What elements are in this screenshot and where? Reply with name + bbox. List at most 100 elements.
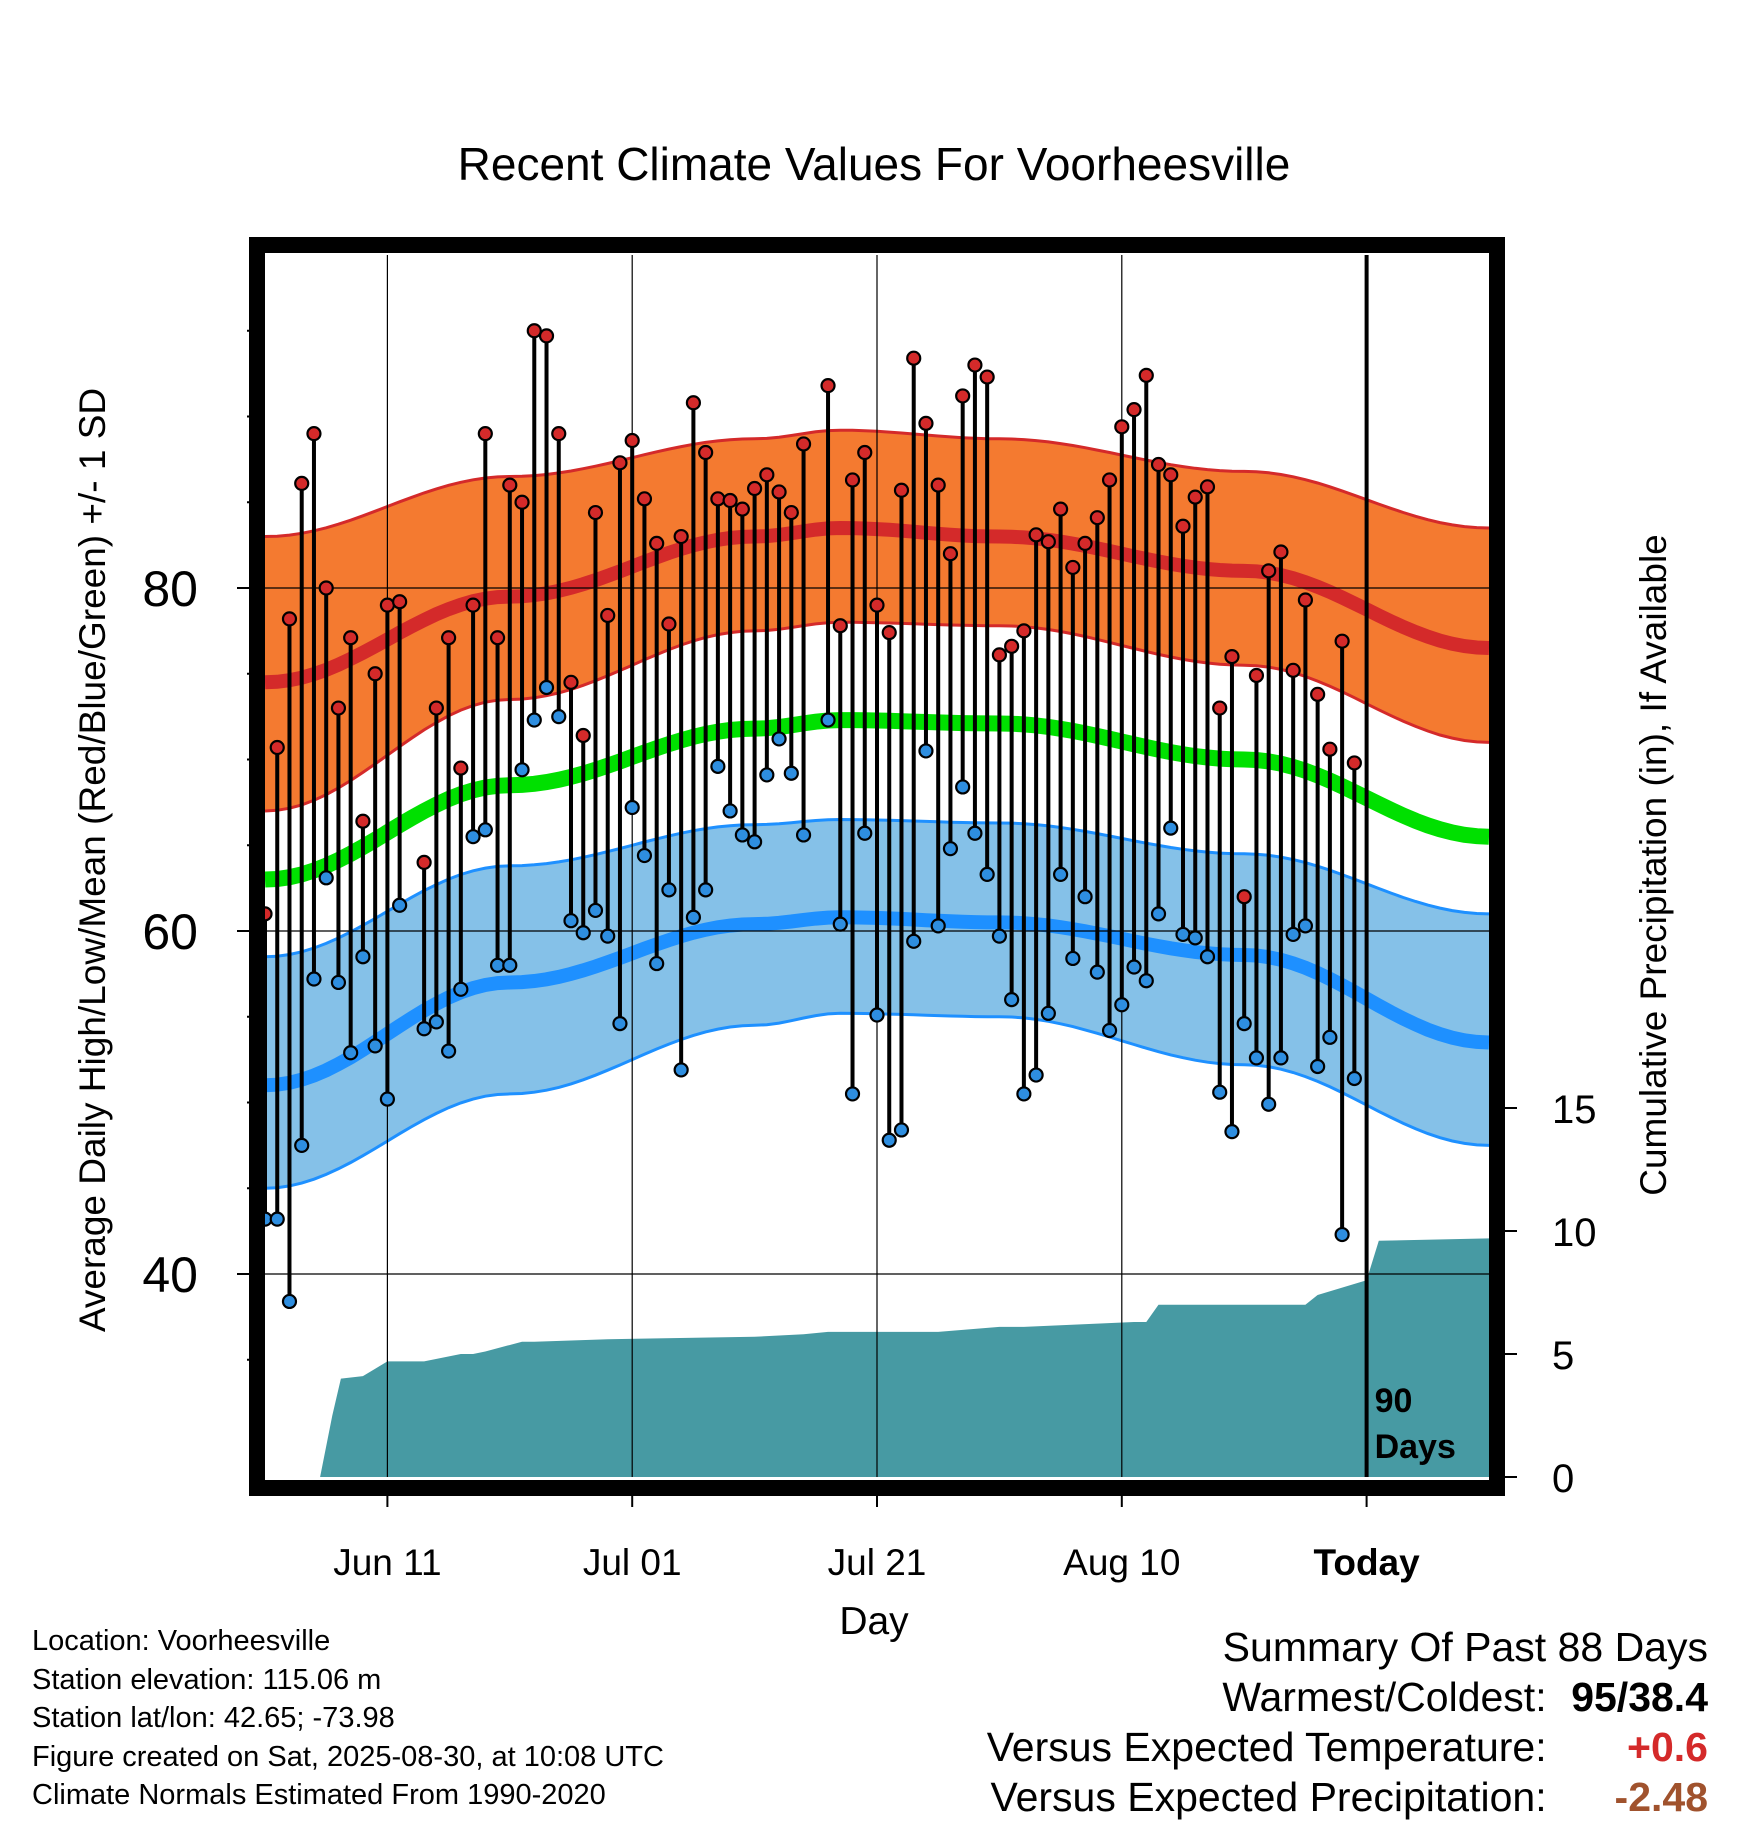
daily-low-point (844, 1086, 861, 1102)
daily-high-point (881, 624, 897, 641)
daily-low-point (1150, 906, 1167, 922)
daily-high-point (906, 350, 922, 366)
daily-low-point (991, 928, 1008, 944)
daily-high-point (844, 472, 861, 488)
daily-high-point (441, 630, 457, 646)
daily-low-point (1297, 918, 1314, 934)
daily-low-point (685, 909, 702, 925)
daily-high-point (918, 415, 934, 431)
daily-high-point (673, 528, 689, 545)
created-text: Figure created on Sat, 2025-08-30, at 10… (32, 1740, 664, 1773)
daily-high-point (1224, 648, 1240, 665)
daily-high-point (453, 760, 469, 776)
daily-low-point (1346, 1070, 1362, 1087)
warm-cold-value: 95/38.4 (1571, 1674, 1708, 1720)
daily-high-point (1334, 633, 1350, 649)
daily-high-point (795, 436, 812, 452)
latlon-text: Station lat/lon: 42.65; -73.98 (32, 1702, 395, 1734)
daily-low-point (1322, 1029, 1338, 1045)
x-tick-label: Jul 01 (583, 1542, 682, 1583)
daily-low-point (881, 1132, 897, 1148)
daily-high-point (1114, 419, 1130, 435)
elevation-text: Station elevation: 115.06 m (32, 1663, 382, 1696)
daily-high-point (771, 484, 787, 500)
daily-low-point (379, 1091, 395, 1107)
left-tick-label: 60 (142, 904, 198, 960)
daily-low-point (330, 974, 347, 991)
daily-low-point (428, 1014, 444, 1030)
daily-high-point (1273, 544, 1289, 560)
daily-high-point (355, 813, 371, 829)
daily-low-point (918, 743, 934, 759)
daily-high-point (955, 388, 971, 404)
daily-low-point (538, 679, 555, 696)
daily-low-point (1052, 866, 1069, 883)
daily-high-point (379, 597, 395, 613)
precip-deviation-value: -2.48 (1614, 1774, 1708, 1820)
daily-high-point (1175, 518, 1191, 534)
daily-high-point (1150, 456, 1167, 473)
daily-low-point (392, 897, 408, 913)
daily-high-point (820, 378, 836, 394)
today-label-number: 90 (1375, 1382, 1413, 1420)
daily-high-point (367, 666, 383, 682)
daily-low-point (1199, 949, 1216, 965)
plot-frame (249, 237, 1505, 1496)
daily-high-point (1163, 467, 1179, 483)
daily-high-point (1004, 638, 1020, 654)
temp-deviation-value: +0.6 (1627, 1724, 1708, 1770)
daily-high-point (942, 546, 959, 562)
daily-low-point (1040, 1005, 1056, 1021)
daily-low-point (489, 957, 506, 973)
station-info: Location: Voorheesville Station elevatio… (32, 1622, 664, 1815)
x-tick-label: Jun 11 (333, 1542, 441, 1583)
daily-low-point (673, 1062, 689, 1078)
daily-low-point (746, 834, 763, 850)
daily-low-point (575, 925, 591, 941)
x-tick-label: Aug 10 (1063, 1542, 1180, 1583)
daily-low-point (1273, 1050, 1289, 1066)
daily-low-point (820, 712, 836, 728)
daily-high-point (563, 674, 579, 690)
daily-high-point (343, 630, 359, 646)
daily-high-point (832, 618, 848, 634)
daily-low-point (1114, 997, 1130, 1013)
summary-panel: Summary Of Past 88 Days Warmest/Coldest:… (987, 1622, 1708, 1822)
right-tick-label: 5 (1552, 1334, 1574, 1378)
daily-high-point (1199, 479, 1216, 495)
daily-high-point (1016, 623, 1032, 639)
daily-high-point (759, 467, 775, 483)
daily-high-point (1346, 755, 1362, 771)
daily-low-point (1248, 1050, 1265, 1066)
normals-text: Climate Normals Estimated From 1990-2020 (32, 1779, 606, 1811)
daily-low-point (587, 902, 604, 919)
daily-low-point (269, 1211, 285, 1227)
daily-low-point (1126, 959, 1142, 975)
daily-low-point (710, 758, 726, 774)
daily-high-point (991, 647, 1008, 663)
daily-low-point (857, 825, 873, 841)
daily-high-point (538, 328, 555, 344)
daily-low-point (942, 841, 959, 857)
daily-low-point (930, 918, 946, 934)
daily-low-point (1212, 1084, 1228, 1100)
daily-low-point (465, 829, 481, 845)
daily-low-point (514, 762, 530, 778)
summary-heading: Summary Of Past 88 Days (1222, 1624, 1708, 1670)
daily-low-point (759, 767, 775, 783)
daily-low-point (624, 799, 640, 816)
daily-high-point (685, 395, 702, 411)
daily-low-point (869, 1007, 885, 1023)
location-text: Location: Voorheesville (32, 1625, 331, 1657)
daily-low-point (1004, 991, 1020, 1008)
right-tick-label: 0 (1552, 1457, 1574, 1501)
daily-low-point (636, 847, 653, 864)
daily-high-point (502, 477, 518, 493)
daily-high-point (514, 494, 530, 510)
left-tick-label: 80 (142, 561, 198, 617)
daily-high-point (465, 597, 481, 613)
daily-high-point (294, 475, 310, 491)
daily-high-point (722, 492, 738, 509)
warm-cold-label: Warmest/Coldest: (1222, 1674, 1547, 1720)
